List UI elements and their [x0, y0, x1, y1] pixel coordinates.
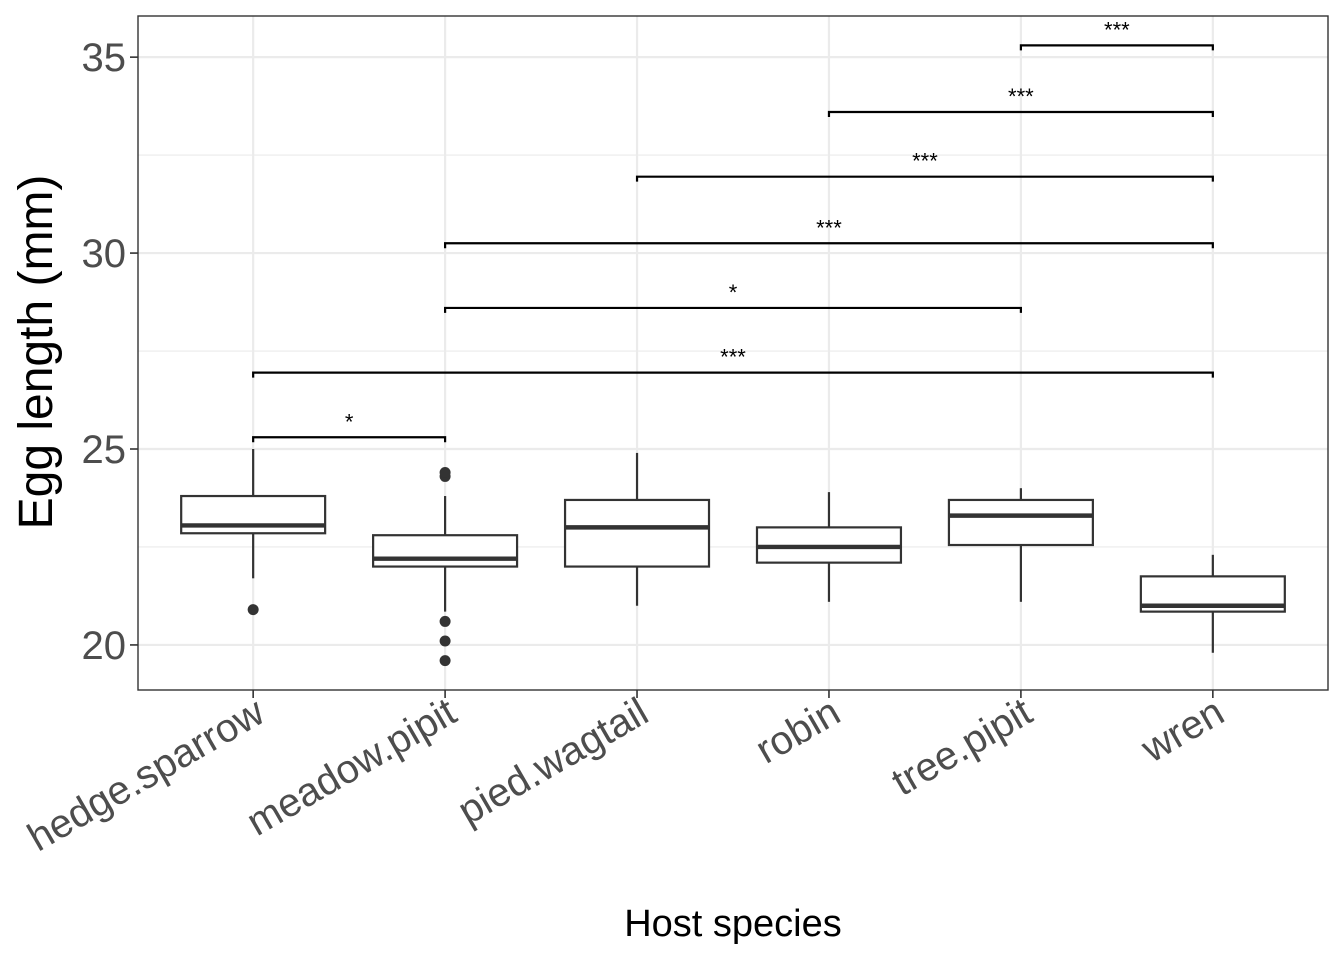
y-tick-label: 30 — [82, 232, 127, 276]
x-tick-label: pied.wagtail — [451, 690, 656, 834]
significance-label: *** — [1008, 84, 1034, 109]
box-iqr — [947, 498, 1094, 547]
y-tick-label: 25 — [82, 428, 127, 472]
significance-label: * — [729, 280, 738, 305]
box-meadow.pipit — [372, 467, 519, 667]
x-tick-label: tree.pipit — [885, 690, 1040, 805]
significance-brackets: ***************** — [252, 17, 1214, 443]
box-hedge.sparrow — [180, 449, 327, 616]
significance-label: *** — [912, 149, 938, 174]
panel-background — [138, 16, 1328, 690]
bracket-meadow.pipit-wren: *** — [443, 215, 1214, 249]
significance-label: *** — [1104, 17, 1130, 42]
box-iqr — [563, 498, 711, 568]
y-tick-label: 20 — [82, 624, 127, 668]
box-tree.pipit — [947, 488, 1094, 602]
outlier-point — [247, 604, 259, 616]
significance-label: *** — [720, 345, 746, 370]
y-tick-label: 35 — [82, 36, 127, 80]
outlier-point — [439, 615, 451, 627]
bracket-hedge.sparrow-meadow.pipit: * — [252, 409, 447, 443]
x-tick-label: meadow.pipit — [239, 690, 463, 845]
box-iqr — [180, 494, 327, 535]
boxes — [180, 449, 1286, 667]
outlier-point — [439, 467, 451, 479]
bracket-line — [443, 242, 1214, 249]
significance-label: *** — [816, 215, 842, 240]
box-robin — [755, 492, 903, 602]
bracket-tree.pipit-wren: *** — [1019, 17, 1214, 51]
significance-label: * — [345, 409, 354, 434]
box-pied.wagtail — [563, 452, 711, 606]
box-wren — [1139, 554, 1286, 653]
panel-border — [137, 15, 1329, 691]
bracket-meadow.pipit-tree.pipit: * — [443, 280, 1022, 313]
bracket-line — [635, 175, 1214, 182]
x-tick-label: wren — [1133, 690, 1231, 772]
bracket-line — [443, 306, 1022, 313]
bracket-line — [252, 371, 1214, 378]
box-iqr — [372, 534, 519, 568]
bracket-line — [827, 110, 1214, 118]
bracket-line — [252, 436, 447, 443]
y-axis-title: Egg length (mm) — [10, 175, 63, 530]
outlier-point — [439, 635, 451, 647]
x-tick-label: robin — [748, 690, 847, 773]
y-axis: 20 25 30 35 — [82, 36, 138, 668]
outlier-point — [439, 655, 451, 667]
bracket-line — [1019, 44, 1214, 51]
x-axis-title: Host species — [624, 903, 842, 945]
bracket-robin-wren: *** — [827, 84, 1214, 118]
x-tick-label: hedge.sparrow — [21, 690, 272, 860]
bracket-hedge.sparrow-wren: *** — [252, 345, 1214, 378]
bracket-pied.wagtail-wren: *** — [635, 149, 1214, 182]
